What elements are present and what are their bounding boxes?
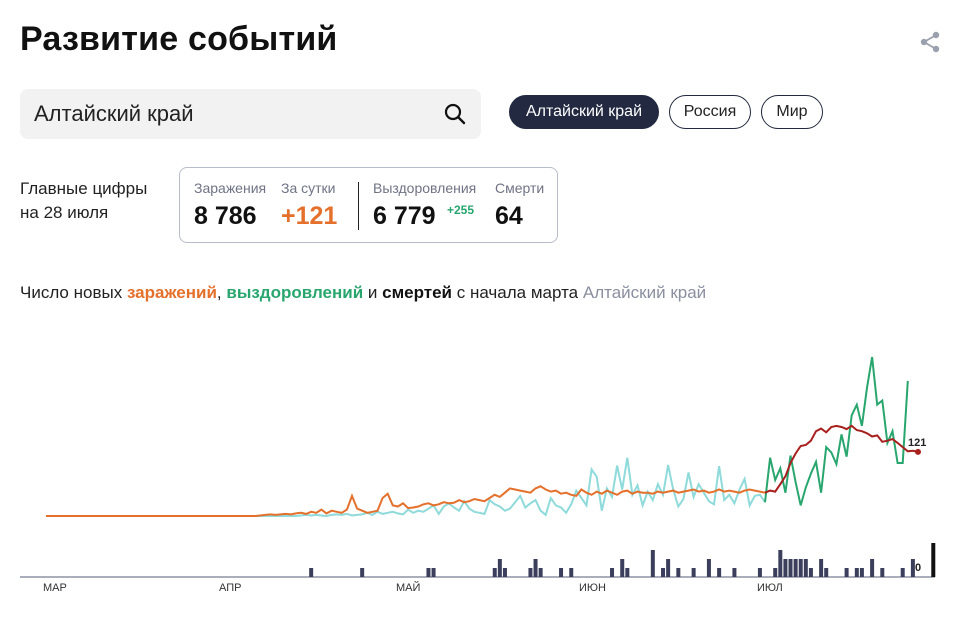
death-bar	[900, 568, 905, 577]
search-icon[interactable]	[443, 102, 467, 126]
stats-divider	[358, 182, 359, 230]
page-title: Развитие событий	[20, 20, 338, 58]
death-bar	[844, 568, 849, 577]
x-tick-mar: МАР	[43, 582, 67, 594]
infections-line	[46, 485, 766, 517]
recoveries-delta: +255	[447, 203, 475, 217]
recoveries-line	[46, 457, 766, 518]
deaths-label: Смерти	[495, 180, 545, 196]
main-figures-title: Главные цифры	[20, 179, 148, 198]
share-icon[interactable]	[918, 30, 942, 54]
death-bar	[793, 559, 798, 577]
x-tick-may: МАЙ	[396, 582, 421, 594]
death-bar	[309, 568, 314, 577]
infections-end-point	[915, 448, 921, 455]
caption-region: Алтайский край	[582, 283, 707, 302]
death-bar	[691, 568, 696, 577]
death-bar	[931, 543, 936, 577]
tab-altai[interactable]: Алтайский край	[509, 95, 659, 129]
caption-text: с начала марта	[452, 283, 579, 302]
death-bar	[661, 568, 666, 577]
death-bar	[492, 568, 497, 577]
death-bar	[620, 559, 625, 577]
death-bar	[625, 568, 630, 577]
recoveries-value: 6 779	[373, 202, 436, 230]
caption-text: ,	[216, 283, 227, 302]
main-figures-label: Главные цифры на 28 июля	[20, 177, 147, 225]
death-bar	[431, 568, 436, 577]
death-bar	[650, 550, 655, 577]
caption-text: и	[363, 283, 383, 302]
death-bar	[676, 568, 681, 577]
death-bar	[819, 559, 824, 577]
death-bar	[538, 568, 543, 577]
recoveries-line-recent	[764, 356, 909, 506]
stats-card: Заражения 8 786 За сутки +121 Выздоровле…	[179, 167, 558, 243]
daily-label: За сутки	[281, 180, 336, 196]
infections-value: 8 786	[194, 202, 257, 230]
death-bar	[773, 568, 778, 577]
deaths-end-label: 0	[915, 562, 921, 574]
cases-chart: 2551210	[20, 356, 936, 578]
x-tick-apr: АПР	[219, 582, 242, 594]
tab-world[interactable]: Мир	[761, 95, 823, 129]
infections-label: Заражения	[194, 180, 267, 196]
death-bar	[824, 568, 829, 577]
infections-line-recent	[764, 424, 919, 494]
death-bar	[706, 559, 711, 577]
recoveries-label: Выздоровления	[373, 180, 477, 196]
caption-text: Число новых	[20, 283, 127, 302]
death-bar	[808, 568, 813, 577]
death-bar	[732, 568, 737, 577]
daily-value: +121	[281, 202, 338, 230]
death-bar	[569, 568, 574, 577]
deaths-value: 64	[495, 202, 523, 230]
death-bar	[528, 568, 533, 577]
death-bar	[610, 568, 615, 577]
death-bar	[803, 559, 808, 577]
death-bar	[798, 559, 803, 577]
death-bar	[717, 568, 722, 577]
death-bar	[870, 559, 875, 577]
infections-end-label: 121	[908, 437, 926, 449]
death-bar	[859, 568, 864, 577]
death-bar	[502, 568, 507, 577]
chart-caption: Число новых заражений, выздоровлений и с…	[20, 283, 706, 303]
death-bar	[559, 568, 564, 577]
caption-recoveries: выздоровлений	[226, 283, 364, 302]
death-bar	[497, 559, 502, 577]
main-figures-date: на 28 июля	[20, 203, 109, 222]
x-tick-jun: ИЮН	[579, 582, 606, 594]
death-bar	[666, 559, 671, 577]
caption-infections: заражений	[126, 283, 217, 302]
death-bar	[360, 568, 365, 577]
x-tick-jul: ИЮЛ	[757, 582, 783, 594]
death-bar	[783, 559, 788, 577]
region-search[interactable]: Алтайский край	[20, 89, 481, 139]
death-bar	[426, 568, 431, 577]
search-input[interactable]: Алтайский край	[34, 101, 194, 126]
death-bar	[778, 550, 783, 577]
death-bar	[910, 559, 915, 577]
death-bar	[533, 559, 538, 577]
death-bar	[788, 559, 793, 577]
death-bar	[880, 568, 885, 577]
death-bar	[757, 568, 762, 577]
caption-deaths: смертей	[382, 283, 453, 302]
tab-russia[interactable]: Россия	[669, 95, 751, 129]
death-bar	[854, 568, 859, 577]
